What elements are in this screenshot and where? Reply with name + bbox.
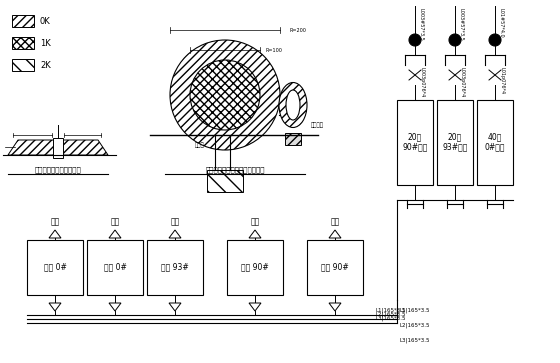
Text: 量油口: 量油口 bbox=[195, 142, 205, 148]
Text: 20方
90#汽油: 20方 90#汽油 bbox=[402, 132, 428, 152]
Bar bbox=[27, 240, 83, 295]
Polygon shape bbox=[8, 140, 108, 155]
Text: L01#57*4.0: L01#57*4.0 bbox=[499, 8, 504, 38]
Ellipse shape bbox=[286, 90, 300, 120]
Text: L01p076*4: L01p076*4 bbox=[499, 67, 504, 94]
Bar bbox=[437, 100, 473, 185]
Text: 柴油 0#: 柴油 0# bbox=[44, 262, 67, 272]
Text: 汽油 90#: 汽油 90# bbox=[321, 262, 349, 272]
Circle shape bbox=[170, 40, 280, 150]
Text: 40方
0#枴油: 40方 0#枴油 bbox=[485, 132, 505, 152]
Bar bbox=[87, 240, 143, 295]
Text: 汽车: 汽车 bbox=[170, 217, 180, 227]
Text: 汽油 90#: 汽油 90# bbox=[241, 262, 269, 272]
Polygon shape bbox=[49, 303, 61, 311]
Text: L1|165*3.5: L1|165*3.5 bbox=[375, 307, 405, 313]
Polygon shape bbox=[109, 303, 121, 311]
Text: 2K: 2K bbox=[40, 61, 51, 69]
Text: L003p076*4: L003p076*4 bbox=[459, 67, 464, 97]
Text: L2|165*3.5: L2|165*3.5 bbox=[375, 311, 405, 317]
Text: L003#57*3.5: L003#57*3.5 bbox=[419, 8, 424, 41]
Bar bbox=[12, 15, 34, 27]
Text: L3|165*3.5: L3|165*3.5 bbox=[375, 315, 405, 321]
Text: L2|165*3.5: L2|165*3.5 bbox=[400, 322, 431, 328]
Text: 20方
93#汽油: 20方 93#汽油 bbox=[442, 132, 468, 152]
Text: 0K: 0K bbox=[40, 16, 51, 25]
Ellipse shape bbox=[279, 82, 307, 127]
Text: 柴油 0#: 柴油 0# bbox=[104, 262, 127, 272]
Text: 汽油 93#: 汽油 93# bbox=[161, 262, 189, 272]
Bar bbox=[147, 240, 203, 295]
Polygon shape bbox=[249, 230, 261, 238]
Circle shape bbox=[190, 60, 260, 130]
Text: L003#57*3.5: L003#57*3.5 bbox=[459, 8, 464, 41]
Circle shape bbox=[409, 34, 421, 46]
Text: 汽车: 汽车 bbox=[50, 217, 59, 227]
Text: R=100: R=100 bbox=[265, 48, 282, 53]
Polygon shape bbox=[329, 230, 341, 238]
Text: 汽车: 汽车 bbox=[250, 217, 260, 227]
Text: R=200: R=200 bbox=[290, 28, 307, 33]
Bar bbox=[307, 240, 363, 295]
Polygon shape bbox=[109, 230, 121, 238]
Bar bbox=[207, 170, 243, 192]
Circle shape bbox=[489, 34, 501, 46]
Bar bbox=[477, 100, 513, 185]
Bar bbox=[227, 240, 283, 295]
Polygon shape bbox=[169, 303, 181, 311]
Text: L3|165*3.5: L3|165*3.5 bbox=[400, 337, 431, 343]
Bar bbox=[397, 100, 433, 185]
Polygon shape bbox=[249, 303, 261, 311]
Bar bbox=[12, 59, 34, 71]
Circle shape bbox=[449, 34, 461, 46]
Text: L003p076*4: L003p076*4 bbox=[419, 67, 424, 97]
Text: 透气阀口: 透气阀口 bbox=[311, 122, 324, 128]
Bar bbox=[285, 133, 301, 145]
Text: 汽车: 汽车 bbox=[330, 217, 339, 227]
Text: 1K: 1K bbox=[40, 38, 51, 48]
Bar bbox=[53, 138, 63, 158]
Text: 加油机爆炸危险区域划分: 加油机爆炸危险区域划分 bbox=[35, 167, 81, 173]
Bar bbox=[12, 37, 34, 49]
Polygon shape bbox=[329, 303, 341, 311]
Text: L1|165*3.5: L1|165*3.5 bbox=[400, 307, 431, 313]
Polygon shape bbox=[49, 230, 61, 238]
Text: 埋地式汽油罐爆炸危险区域划分: 埋地式汽油罐爆炸危险区域划分 bbox=[206, 167, 265, 173]
Polygon shape bbox=[169, 230, 181, 238]
Text: 汽车: 汽车 bbox=[110, 217, 120, 227]
